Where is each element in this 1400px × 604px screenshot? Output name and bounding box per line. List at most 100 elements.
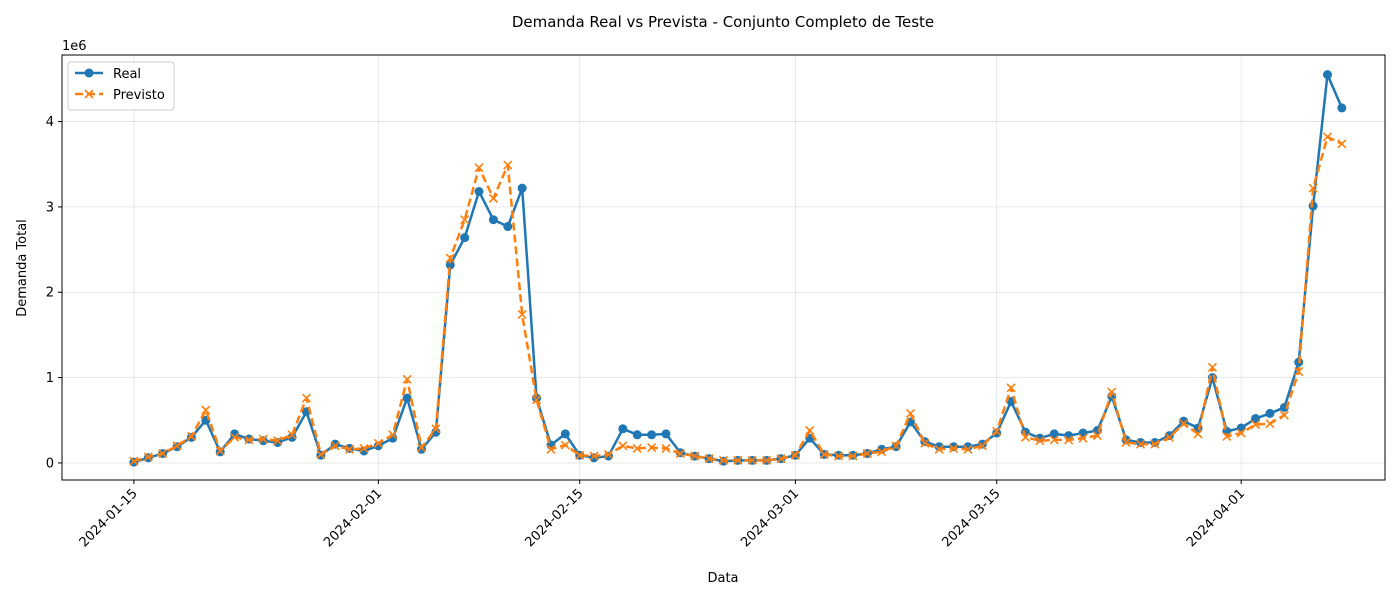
data-point-previsto [229, 432, 240, 442]
data-point-real [1236, 423, 1246, 433]
data-point-previsto [1207, 362, 1217, 372]
y-tick-label: 2 [46, 286, 54, 301]
data-point-previsto [129, 456, 139, 466]
data-point-previsto [690, 451, 700, 461]
x-tick-label: 2024-03-01 [738, 486, 802, 550]
legend-marker-previsto [84, 89, 94, 99]
data-point-previsto [575, 450, 585, 460]
data-point-previsto [1251, 419, 1261, 430]
data-point-real [1251, 414, 1261, 424]
data-point-previsto [1164, 432, 1174, 442]
data-point-real [287, 432, 297, 442]
grid-lines [62, 55, 1385, 480]
y-axis-offset-label: 1e6 [62, 39, 87, 54]
data-point-previsto [762, 455, 772, 465]
data-point-previsto [416, 443, 427, 453]
data-point-previsto [977, 441, 987, 451]
data-point-previsto [1020, 432, 1031, 442]
data-point-previsto [388, 430, 398, 440]
data-point-real [1049, 429, 1059, 439]
data-point-previsto [460, 215, 470, 225]
data-point-previsto [718, 455, 729, 465]
data-point-previsto [1265, 419, 1275, 429]
y-tick-label: 3 [46, 200, 54, 215]
data-point-previsto [992, 426, 1002, 436]
data-point-real [402, 393, 412, 403]
data-point-previsto [273, 436, 283, 446]
data-point-previsto [1150, 439, 1160, 449]
data-point-previsto [560, 440, 570, 450]
data-point-previsto [1308, 183, 1318, 193]
data-point-previsto [747, 455, 757, 465]
data-point-previsto [1049, 435, 1059, 445]
data-point-previsto [819, 449, 829, 459]
data-point-previsto [158, 448, 168, 459]
data-point-previsto [503, 160, 513, 170]
data-point-previsto [445, 253, 455, 263]
data-point-previsto [316, 449, 326, 459]
x-tick-label: 2024-02-15 [522, 486, 586, 550]
data-point-previsto [805, 425, 815, 436]
data-point-real [632, 430, 642, 440]
data-point-previsto [1222, 431, 1232, 442]
data-point-real [460, 233, 470, 243]
data-point-previsto [963, 444, 973, 454]
data-point-previsto [1193, 429, 1203, 439]
data-point-previsto [258, 434, 268, 444]
legend: Real Previsto [67, 61, 175, 111]
data-point-previsto [359, 443, 369, 453]
data-point-real [1322, 70, 1332, 80]
data-point-previsto [402, 374, 412, 384]
data-point-previsto [949, 443, 959, 453]
data-point-previsto [1107, 387, 1117, 397]
data-point-previsto [776, 454, 786, 464]
data-point-previsto [531, 395, 542, 405]
series-line-real [133, 73, 1344, 464]
data-point-previsto [244, 435, 254, 445]
legend-item-previsto: Previsto [75, 88, 165, 103]
data-point-previsto [201, 405, 211, 415]
data-point-real [532, 393, 542, 403]
data-point-previsto [647, 443, 657, 453]
data-point-previsto [632, 443, 642, 453]
data-point-previsto [373, 438, 383, 448]
data-point-previsto [431, 424, 441, 434]
data-point-previsto [301, 393, 312, 403]
data-point-previsto [618, 441, 628, 451]
y-tick-label: 4 [46, 115, 54, 130]
data-point-previsto [877, 447, 887, 457]
data-point-real [1337, 103, 1347, 113]
x-axis-label: Data [707, 571, 738, 586]
data-point-previsto [1322, 132, 1333, 142]
data-point-previsto [1179, 419, 1189, 429]
data-point-previsto [589, 451, 599, 461]
data-point-real [647, 430, 657, 440]
x-tick-label: 2024-04-01 [1184, 486, 1248, 550]
series-line-previsto [133, 135, 1343, 463]
data-point-previsto [848, 451, 858, 461]
data-point-real [1136, 437, 1146, 447]
y-tick-label: 0 [46, 456, 54, 471]
data-point-previsto [905, 408, 916, 418]
data-point-previsto [172, 441, 182, 451]
x-tick-label: 2024-01-15 [77, 486, 141, 550]
x-tick-label: 2024-02-01 [321, 486, 385, 550]
data-point-previsto [517, 309, 527, 320]
data-point-previsto [920, 438, 930, 448]
data-point-real [949, 442, 959, 452]
data-point-real [661, 429, 671, 439]
data-point-previsto [1236, 428, 1246, 438]
y-tick-label: 1 [46, 371, 54, 386]
data-point-real [474, 187, 484, 197]
data-point-previsto [1064, 435, 1074, 445]
data-point-previsto [1279, 410, 1289, 420]
data-point-previsto [488, 193, 498, 203]
chart-title: Demanda Real vs Prevista - Conjunto Comp… [512, 13, 934, 31]
y-axis-label: Demanda Total [15, 219, 30, 317]
series-layer [129, 70, 1347, 467]
data-point-previsto [1035, 436, 1045, 446]
data-point-previsto [1006, 383, 1016, 393]
data-point-previsto [546, 444, 556, 454]
